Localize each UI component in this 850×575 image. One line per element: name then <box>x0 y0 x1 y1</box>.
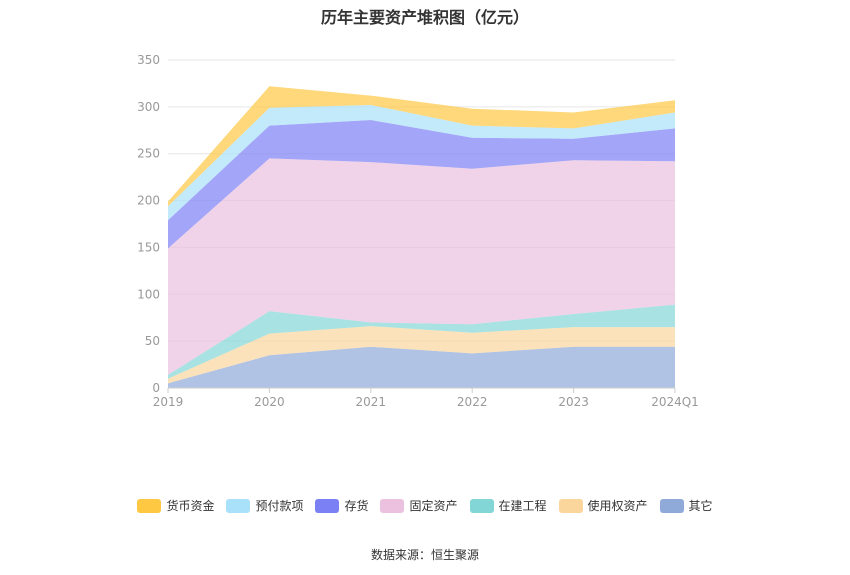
source-note: 数据来源：恒生聚源 <box>370 548 479 562</box>
legend-swatch <box>315 498 340 513</box>
legend-label: 货币资金 <box>166 499 215 513</box>
legend-item[interactable]: 固定资产 <box>380 497 458 514</box>
area-series-2[interactable] <box>168 304 675 379</box>
x-tick-label: 2020 <box>254 395 285 409</box>
x-tick-label: 2022 <box>457 395 488 409</box>
area-series-1[interactable] <box>168 326 675 384</box>
area-series <box>168 86 675 388</box>
legend-label: 在建工程 <box>498 499 547 513</box>
axes: 0 50 100 150 200 250 300 350 2019 2020 2021 2022 202… <box>137 53 699 409</box>
legend-label: 其它 <box>688 499 713 513</box>
y-tick-label: 200 <box>137 194 160 208</box>
legend-swatch <box>659 498 684 513</box>
legend-swatch <box>380 498 405 513</box>
x-tick-label: 2023 <box>558 395 589 409</box>
legend-item[interactable]: 存货 <box>315 497 368 514</box>
legend-label: 预付款项 <box>255 499 304 513</box>
x-tick-label: 2019 <box>153 395 184 409</box>
x-tick-label: 2024Q1 <box>651 395 699 409</box>
legend-item[interactable]: 在建工程 <box>469 497 547 514</box>
legend-swatch <box>137 498 162 513</box>
area-series-4[interactable] <box>168 119 675 249</box>
y-tick-label: 300 <box>137 100 160 114</box>
legend-swatch <box>469 498 494 513</box>
legend-label: 使用权资产 <box>587 499 648 513</box>
legend-label: 固定资产 <box>409 499 458 513</box>
area-series-5[interactable] <box>168 104 675 221</box>
y-tick-label: 50 <box>145 334 160 348</box>
legend-item[interactable]: 预付款项 <box>226 497 303 514</box>
y-tick-label: 0 <box>152 381 160 395</box>
legend-label: 存货 <box>344 499 369 513</box>
chart-title: 历年主要资产堆积图（亿元） <box>320 8 529 27</box>
legend-item[interactable]: 使用权资产 <box>558 497 648 514</box>
legend-item[interactable]: 其它 <box>659 497 713 514</box>
area-series-3[interactable] <box>168 158 675 375</box>
legend: 货币资金 预付款项 存货 固定资产 在建工程 使用权资产 其它 <box>0 497 850 514</box>
y-tick-label: 350 <box>137 53 160 67</box>
legend-item[interactable]: 货币资金 <box>137 497 214 514</box>
x-tick-label: 2021 <box>356 395 387 409</box>
legend-swatch <box>558 498 583 513</box>
y-tick-label: 150 <box>137 240 160 254</box>
area-series-0[interactable] <box>168 346 675 388</box>
area-series-6[interactable] <box>168 86 675 207</box>
y-tick-label: 100 <box>137 287 160 301</box>
y-tick-label: 250 <box>137 147 160 161</box>
legend-swatch <box>226 498 251 513</box>
